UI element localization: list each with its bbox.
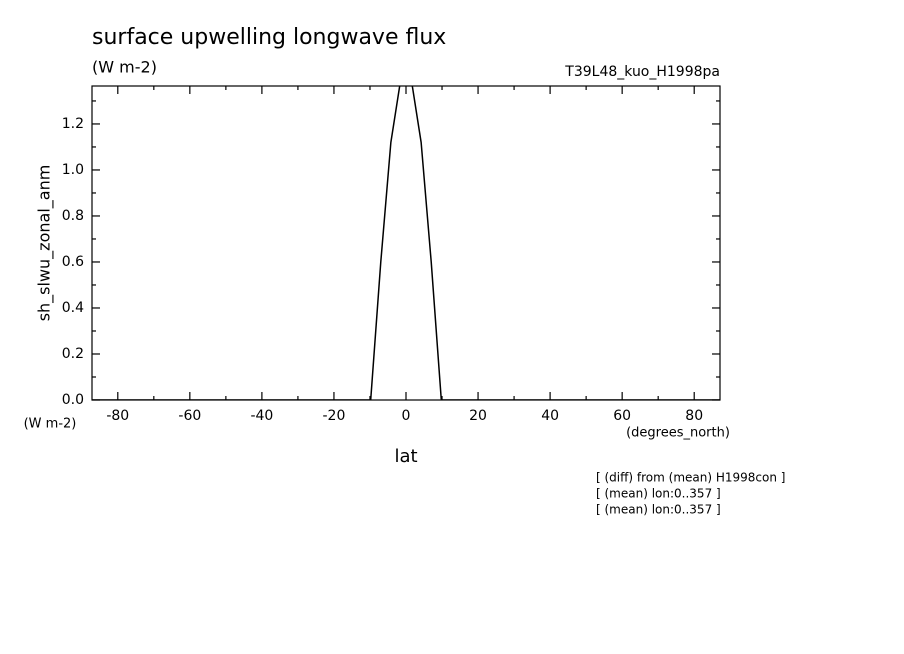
y-tick-label: 0.2 xyxy=(62,346,84,362)
x-tick-label: -80 xyxy=(106,408,129,424)
y-axis-label: sh_slwu_zonal_anm xyxy=(35,165,55,322)
x-tick-label: 80 xyxy=(685,408,703,424)
x-tick-label: 0 xyxy=(402,408,411,424)
y-tick-label: 1.0 xyxy=(62,162,84,178)
x-tick-label: -40 xyxy=(250,408,273,424)
x-tick-label: 40 xyxy=(541,408,559,424)
y-tick-label: 0.8 xyxy=(62,208,84,224)
x-tick-label: 20 xyxy=(469,408,487,424)
x-tick-label: -60 xyxy=(178,408,201,424)
annotation: [ (diff) from (mean) H1998con ] xyxy=(596,471,785,485)
y-tick-label: 0.4 xyxy=(62,300,84,316)
x-axis-label: lat xyxy=(394,446,417,467)
chart-subtitle: (W m-2) xyxy=(92,58,157,77)
chart-title: surface upwelling longwave flux xyxy=(92,25,446,50)
run-label: T39L48_kuo_H1998pa xyxy=(564,64,720,80)
x-unit: (degrees_north) xyxy=(626,426,730,441)
plot-frame xyxy=(91,85,721,401)
y-tick-label: 0.6 xyxy=(62,254,84,270)
x-tick-label: 60 xyxy=(613,408,631,424)
y-tick-label: 1.2 xyxy=(62,116,84,132)
y-tick-label: 0.0 xyxy=(62,392,84,408)
annotation: [ (mean) lon:0..357 ] xyxy=(596,487,721,501)
data-line xyxy=(92,86,720,400)
y-unit: (W m-2) xyxy=(24,417,77,432)
x-tick-label: -20 xyxy=(323,408,346,424)
annotation: [ (mean) lon:0..357 ] xyxy=(596,503,721,517)
